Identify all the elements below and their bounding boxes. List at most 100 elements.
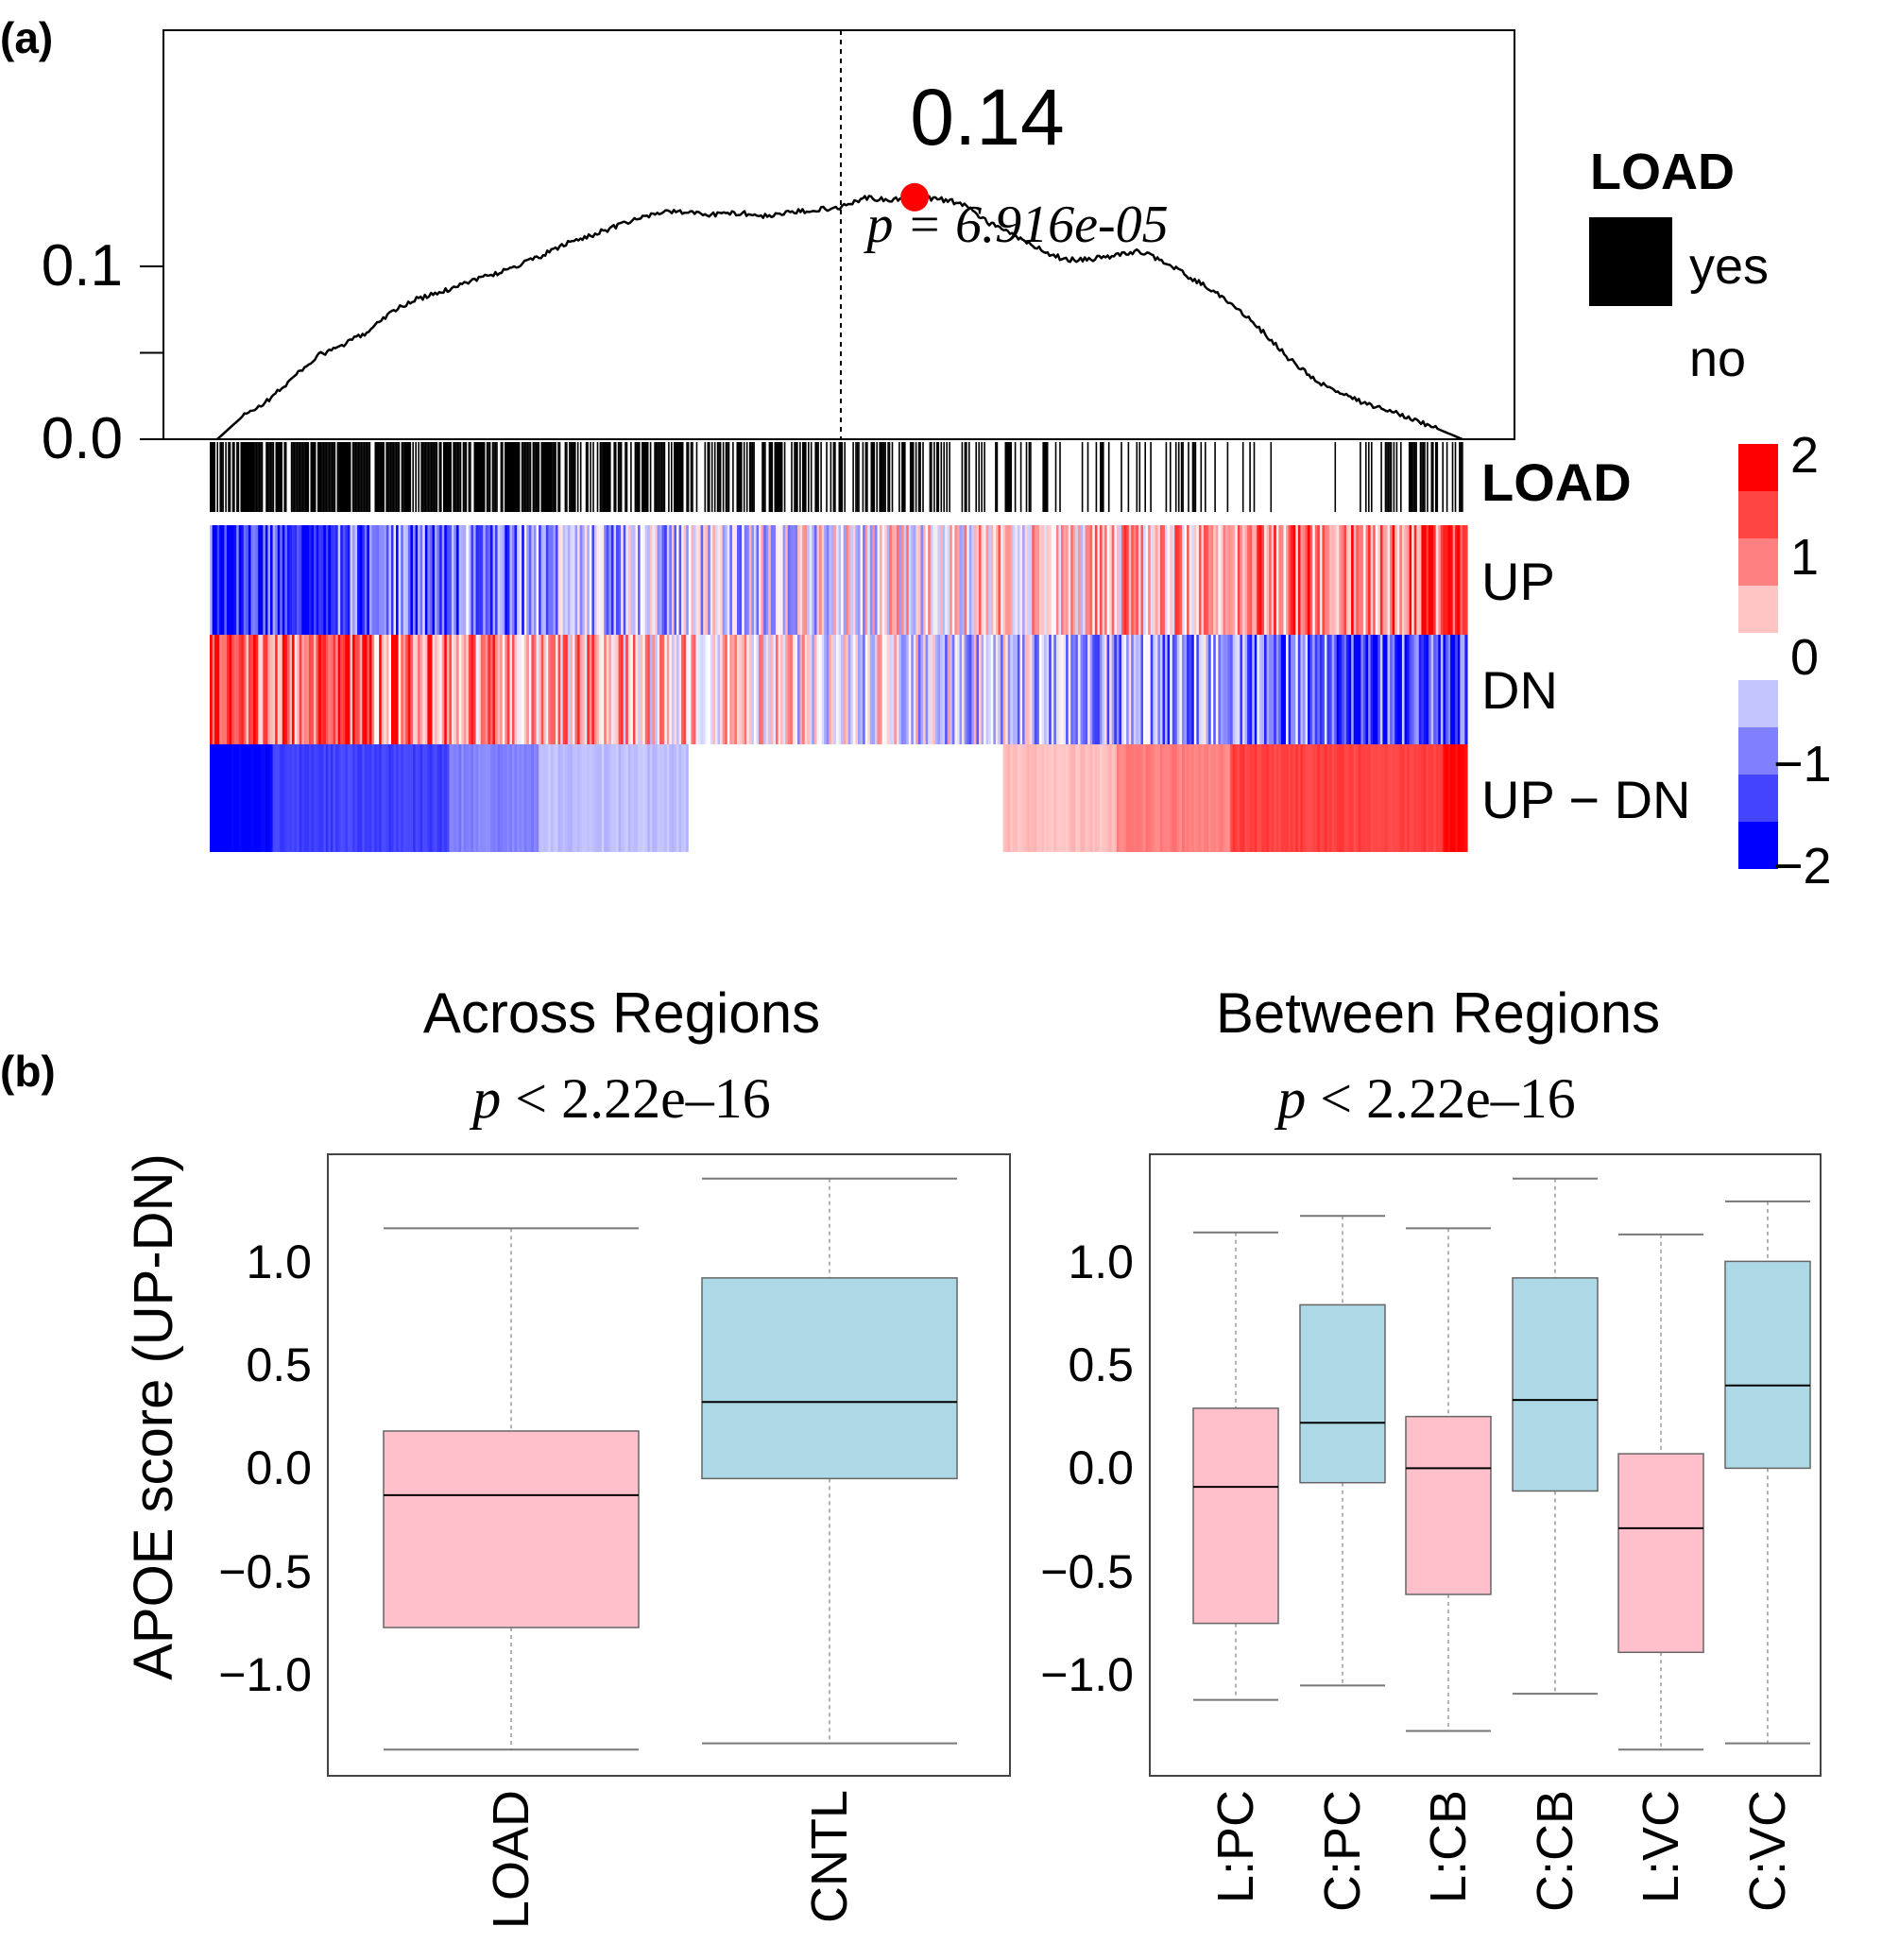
- heatmap-cell-up: [1002, 525, 1006, 635]
- load-barcode-tick: [739, 442, 742, 512]
- heatmap-cell-dn: [212, 635, 215, 744]
- load-barcode-tick: [870, 442, 873, 512]
- load-barcode-tick: [296, 442, 299, 512]
- load-barcode-tick: [391, 442, 393, 512]
- heatmap-cell-dn: [787, 635, 791, 744]
- heatmap-cell-dn: [829, 635, 832, 744]
- load-barcode-tick: [319, 442, 322, 512]
- heatmap-cell-updn: [1452, 744, 1456, 852]
- heatmap-cell-dn: [1072, 635, 1076, 744]
- heatmap-cell-updn: [241, 744, 245, 852]
- load-barcode-tick: [936, 442, 938, 512]
- colorbar-bin: [1738, 633, 1778, 680]
- load-barcode-tick: [255, 442, 258, 512]
- heatmap-cell-up: [1053, 525, 1057, 635]
- heatmap-cell-up: [1155, 525, 1158, 635]
- heatmap-cell-updn: [282, 744, 285, 852]
- load-barcode-tick: [547, 442, 550, 512]
- heatmap-cell-up: [1157, 525, 1161, 635]
- heatmap-cell-dn: [712, 635, 716, 744]
- load-barcode-tick: [351, 442, 354, 512]
- heatmap-cell-updn: [710, 744, 713, 852]
- heatmap-cell-updn: [1061, 744, 1065, 852]
- heatmap-cell-up: [497, 525, 501, 635]
- load-barcode-tick: [542, 442, 544, 512]
- load-barcode-tick: [405, 442, 407, 512]
- load-barcode-tick: [657, 442, 659, 512]
- heatmap-cell-updn: [1027, 744, 1031, 852]
- load-barcode-tick: [607, 442, 610, 512]
- heatmap-cell-up: [468, 525, 472, 635]
- heatmap-cell-updn: [1418, 744, 1422, 852]
- heatmap-cell-dn: [362, 635, 366, 744]
- load-barcode-tick: [523, 442, 526, 512]
- heatmap-cell-updn: [1051, 744, 1054, 852]
- load-barcode-tick: [365, 442, 367, 512]
- heatmap-cell-up: [737, 525, 741, 635]
- heatmap-cell-up: [301, 525, 305, 635]
- heatmap-cell-updn: [221, 744, 225, 852]
- load-barcode-tick: [909, 442, 912, 512]
- heatmap-cell-dn: [368, 635, 373, 744]
- row-label-updn: UP − DN: [1481, 770, 1690, 829]
- heatmap-cell-up: [630, 525, 634, 635]
- heatmap-cell-dn: [930, 635, 933, 744]
- heatmap-cell-updn: [306, 744, 310, 852]
- heatmap-cell-dn: [314, 635, 317, 744]
- y-tick-label: −0.5: [1040, 1545, 1134, 1598]
- heatmap-cell-updn: [246, 744, 249, 852]
- heatmap-cell-up: [838, 525, 842, 635]
- load-barcode-tick: [1214, 442, 1216, 512]
- load-barcode-tick: [488, 442, 489, 512]
- heatmap-cell-dn: [233, 635, 237, 744]
- heatmap-cell-up: [896, 525, 900, 635]
- heatmap-cell-updn: [1368, 744, 1372, 852]
- heatmap-cell-updn: [267, 744, 271, 852]
- heatmap-cell-updn: [1322, 744, 1326, 852]
- heatmap-cell-updn: [881, 744, 885, 852]
- heatmap-cell-updn: [852, 744, 857, 852]
- heatmap-cell-updn: [1174, 744, 1178, 852]
- x-tick-label: L:PC: [1207, 1790, 1264, 1903]
- heatmap-cell-up: [1365, 525, 1369, 635]
- heatmap-cell-dn: [1007, 635, 1011, 744]
- heatmap-cell-dn: [768, 635, 772, 744]
- heatmap-cell-dn: [1353, 635, 1357, 744]
- heatmap-cell-up: [932, 525, 936, 635]
- load-barcode-tick: [1442, 442, 1444, 512]
- heatmap-cell-dn: [1300, 635, 1304, 744]
- load-barcode-tick: [233, 442, 235, 512]
- heatmap-cell-up: [1254, 525, 1258, 635]
- load-barcode-tick: [668, 442, 670, 512]
- heatmap-cell-up: [979, 525, 983, 635]
- heatmap-cell-up: [860, 525, 864, 635]
- load-barcode-tick: [353, 442, 355, 512]
- heatmap-cell-dn: [782, 635, 786, 744]
- load-barcode-tick: [1365, 442, 1367, 512]
- heatmap-cell-dn: [1106, 635, 1110, 744]
- load-barcode-tick: [496, 442, 498, 512]
- heatmap-cell-dn: [1416, 635, 1420, 744]
- heatmap-cell-dn: [478, 635, 482, 744]
- heatmap-cell-dn: [1230, 635, 1234, 744]
- heatmap-cell-updn: [799, 744, 803, 852]
- load-barcode-tick: [493, 442, 495, 512]
- heatmap-cell-updn: [1136, 744, 1139, 852]
- heatmap-cell-updn: [1423, 744, 1428, 852]
- heatmap-cell-up: [1131, 525, 1135, 635]
- heatmap-cell-updn: [526, 744, 530, 852]
- load-barcode-tick: [774, 442, 777, 512]
- heatmap-cell-up: [751, 525, 755, 635]
- heatmap-cell-up: [1070, 525, 1074, 635]
- y-tick-label: 0.5: [246, 1338, 312, 1391]
- heatmap-cell-updn: [1288, 744, 1292, 852]
- heatmap-cell-up: [1429, 525, 1432, 635]
- heatmap-cell-updn: [422, 744, 426, 852]
- load-barcode-tick: [243, 442, 246, 512]
- load-barcode-tick: [383, 442, 385, 512]
- load-barcode-tick: [718, 442, 720, 512]
- heatmap-cell-dn: [632, 635, 637, 744]
- load-barcode-tick: [538, 442, 540, 512]
- heatmap-cell-up: [248, 525, 252, 635]
- heatmap-cell-updn: [981, 744, 984, 852]
